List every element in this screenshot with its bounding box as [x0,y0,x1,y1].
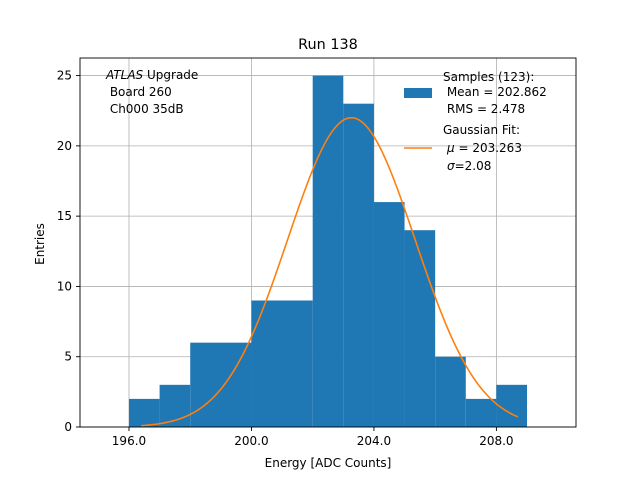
annotation-line-3: Ch000 35dB [106,102,184,116]
y-tick-label: 5 [64,350,72,364]
legend: Samples (123): Mean = 202.862 RMS = 2.47… [404,70,547,173]
legend-fit-sigma: σ=2.08 [447,159,491,173]
annotation-line-2: Board 260 [106,85,172,99]
y-tick-label: 0 [64,420,72,434]
histogram-bar [312,75,344,428]
plot-frame [79,57,577,428]
chart-title: Run 138 [298,37,358,53]
x-tick-label: 208.0 [479,434,513,448]
atlas-annotation: ATLAS Upgrade Board 260 Ch000 35dB [105,68,198,116]
histogram-bar [251,300,313,427]
legend-samples-line-1: Samples (123): [443,70,534,84]
histogram-bar [465,398,497,427]
axes: 196.0 200.0 204.0 208.0 0 5 10 15 20 25 [57,57,577,448]
histogram-bar [343,103,374,427]
sigma-value: =2.08 [455,159,492,173]
histogram-bars [128,75,528,428]
histogram-bar [496,384,528,427]
legend-fit-mu: μ = 203.263 [446,141,522,155]
mu-value: = 203.263 [455,141,522,155]
annotation-rest: Upgrade [143,68,198,82]
x-tick-label: 204.0 [357,434,391,448]
mu-symbol: μ [446,141,455,155]
legend-bar-swatch [404,88,432,98]
y-tick-label: 25 [57,69,72,83]
y-tick-label: 10 [57,279,72,293]
legend-samples-line-2: Mean = 202.862 [443,85,547,99]
y-tick-label: 20 [57,139,72,153]
gaussian-fit-layer [141,116,519,427]
x-axis-label: Energy [ADC Counts] [265,456,392,470]
histogram-bar [128,398,160,427]
gaussian-fit-curve [141,116,519,427]
y-tick-label: 15 [57,209,72,223]
x-tick-label: 200.0 [234,434,268,448]
sigma-symbol: σ [447,159,455,173]
y-axis-label: Entries [33,223,47,265]
histogram-bar [404,230,436,427]
histogram-bar [373,202,405,427]
legend-samples-line-3: RMS = 2.478 [443,102,525,116]
legend-fit-line-1: Gaussian Fit: [443,123,520,137]
annotation-italic: ATLAS [105,68,144,82]
annotation-line-1: ATLAS Upgrade [105,68,198,82]
x-tick-label: 196.0 [112,434,146,448]
histogram-bar [435,356,466,427]
